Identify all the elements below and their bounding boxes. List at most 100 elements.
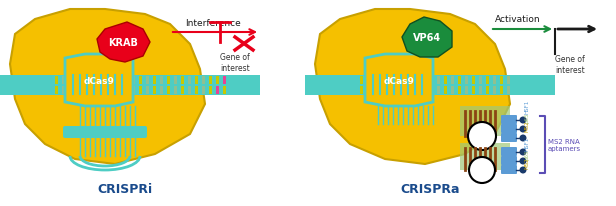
FancyBboxPatch shape <box>153 77 156 85</box>
FancyBboxPatch shape <box>501 156 517 165</box>
FancyBboxPatch shape <box>374 87 377 95</box>
FancyBboxPatch shape <box>118 87 121 95</box>
FancyBboxPatch shape <box>174 77 177 85</box>
FancyBboxPatch shape <box>381 87 384 95</box>
FancyBboxPatch shape <box>188 77 191 85</box>
FancyBboxPatch shape <box>458 77 461 85</box>
FancyBboxPatch shape <box>472 87 475 95</box>
FancyBboxPatch shape <box>437 77 440 85</box>
FancyBboxPatch shape <box>209 87 212 95</box>
Polygon shape <box>315 10 510 164</box>
Polygon shape <box>402 18 452 58</box>
Polygon shape <box>97 23 150 63</box>
FancyBboxPatch shape <box>409 77 412 85</box>
Text: Activation: Activation <box>495 15 541 24</box>
FancyBboxPatch shape <box>486 87 489 95</box>
FancyBboxPatch shape <box>360 87 363 95</box>
FancyBboxPatch shape <box>500 87 503 95</box>
FancyBboxPatch shape <box>388 87 391 95</box>
FancyBboxPatch shape <box>223 87 226 95</box>
FancyBboxPatch shape <box>167 77 170 85</box>
FancyBboxPatch shape <box>305 85 555 96</box>
FancyBboxPatch shape <box>69 87 72 95</box>
FancyBboxPatch shape <box>174 87 177 95</box>
FancyBboxPatch shape <box>501 133 517 142</box>
FancyBboxPatch shape <box>90 87 93 95</box>
FancyBboxPatch shape <box>458 87 461 95</box>
FancyBboxPatch shape <box>423 87 426 95</box>
FancyBboxPatch shape <box>125 87 128 95</box>
Text: CRISPRa: CRISPRa <box>400 183 460 195</box>
FancyBboxPatch shape <box>416 77 419 85</box>
Text: Gene of
interest: Gene of interest <box>555 55 585 74</box>
FancyBboxPatch shape <box>223 77 226 85</box>
FancyBboxPatch shape <box>209 77 212 85</box>
FancyBboxPatch shape <box>76 77 79 85</box>
FancyBboxPatch shape <box>507 87 510 95</box>
FancyBboxPatch shape <box>202 87 205 95</box>
FancyBboxPatch shape <box>486 77 489 85</box>
FancyBboxPatch shape <box>83 77 86 85</box>
FancyBboxPatch shape <box>97 77 100 85</box>
FancyBboxPatch shape <box>76 87 79 95</box>
FancyBboxPatch shape <box>444 77 447 85</box>
FancyBboxPatch shape <box>472 77 475 85</box>
FancyBboxPatch shape <box>305 76 555 85</box>
FancyBboxPatch shape <box>83 87 86 95</box>
FancyBboxPatch shape <box>402 77 405 85</box>
FancyBboxPatch shape <box>430 87 433 95</box>
FancyBboxPatch shape <box>69 77 72 85</box>
Polygon shape <box>365 55 433 107</box>
Text: VP64: VP64 <box>413 33 441 43</box>
FancyBboxPatch shape <box>195 87 198 95</box>
FancyBboxPatch shape <box>104 77 107 85</box>
FancyBboxPatch shape <box>216 87 219 95</box>
Polygon shape <box>65 55 133 107</box>
Circle shape <box>469 157 495 183</box>
Text: MS2: MS2 <box>524 120 530 131</box>
Text: Gene of
interest: Gene of interest <box>220 53 250 72</box>
FancyBboxPatch shape <box>153 87 156 95</box>
FancyBboxPatch shape <box>501 115 517 124</box>
FancyBboxPatch shape <box>62 77 65 85</box>
FancyBboxPatch shape <box>160 87 163 95</box>
FancyBboxPatch shape <box>62 87 65 95</box>
Circle shape <box>519 149 527 156</box>
FancyBboxPatch shape <box>181 87 184 95</box>
FancyBboxPatch shape <box>0 85 260 96</box>
Text: HSF1: HSF1 <box>524 136 530 150</box>
FancyBboxPatch shape <box>451 87 454 95</box>
Text: p65: p65 <box>524 149 530 159</box>
FancyBboxPatch shape <box>132 87 135 95</box>
FancyBboxPatch shape <box>500 77 503 85</box>
FancyBboxPatch shape <box>146 77 149 85</box>
Circle shape <box>519 167 527 174</box>
FancyBboxPatch shape <box>146 87 149 95</box>
Text: p65: p65 <box>524 112 530 122</box>
FancyBboxPatch shape <box>367 77 370 85</box>
FancyBboxPatch shape <box>132 77 135 85</box>
FancyBboxPatch shape <box>501 165 517 174</box>
FancyBboxPatch shape <box>195 77 198 85</box>
FancyBboxPatch shape <box>460 143 510 170</box>
FancyBboxPatch shape <box>493 77 496 85</box>
FancyBboxPatch shape <box>501 124 517 133</box>
FancyBboxPatch shape <box>188 87 191 95</box>
FancyBboxPatch shape <box>374 77 377 85</box>
FancyBboxPatch shape <box>90 77 93 85</box>
FancyBboxPatch shape <box>395 77 398 85</box>
FancyBboxPatch shape <box>465 87 468 95</box>
FancyBboxPatch shape <box>111 77 114 85</box>
FancyBboxPatch shape <box>465 77 468 85</box>
FancyBboxPatch shape <box>139 87 142 95</box>
FancyBboxPatch shape <box>395 87 398 95</box>
Circle shape <box>519 117 527 124</box>
FancyBboxPatch shape <box>139 77 142 85</box>
Text: CRISPRi: CRISPRi <box>97 183 153 195</box>
Text: dCas9: dCas9 <box>84 77 115 86</box>
Circle shape <box>519 158 527 165</box>
Text: HSF1: HSF1 <box>524 99 530 114</box>
FancyBboxPatch shape <box>55 77 58 85</box>
FancyBboxPatch shape <box>437 87 440 95</box>
FancyBboxPatch shape <box>479 77 482 85</box>
